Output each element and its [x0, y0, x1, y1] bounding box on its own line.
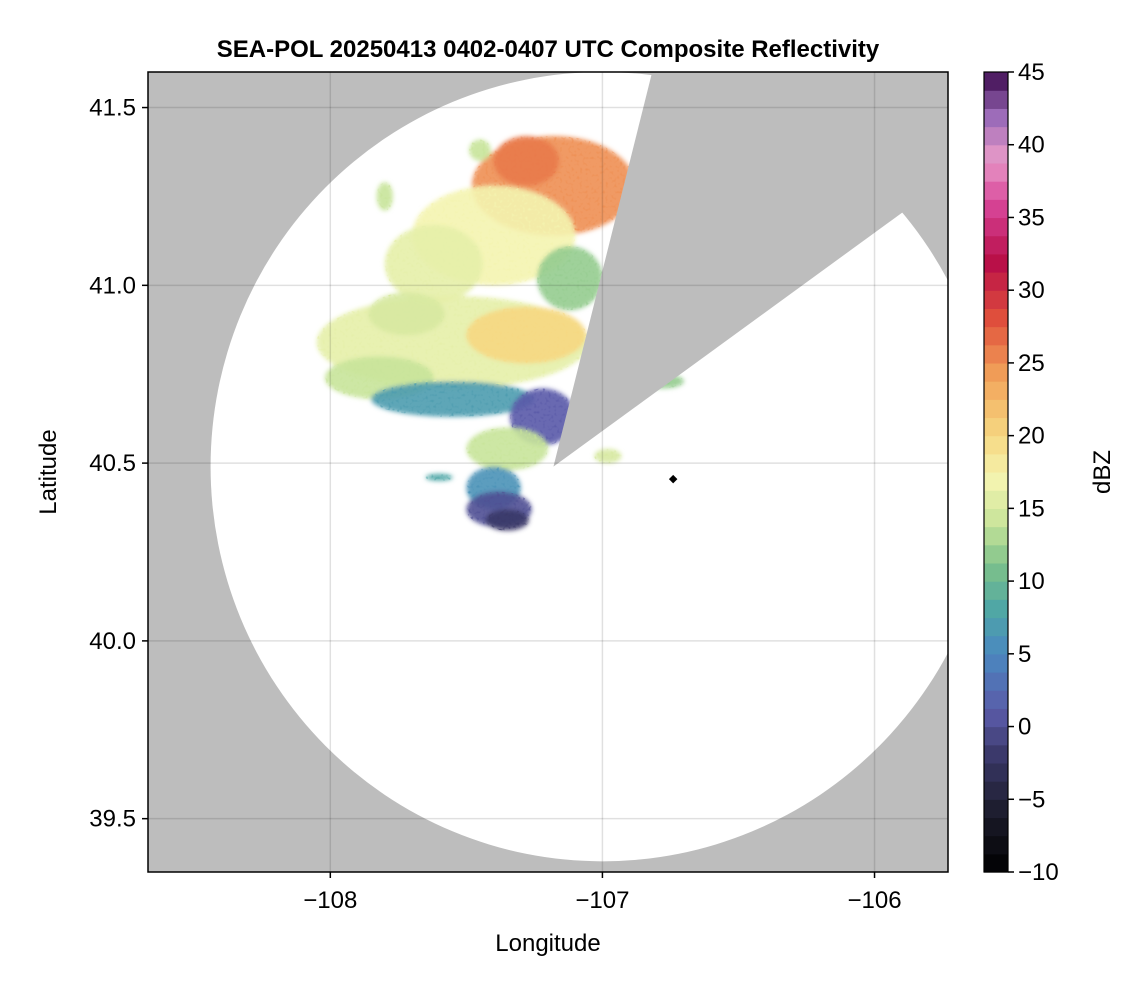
colorbar-tick-label: 45: [1018, 59, 1045, 86]
echo-region: [368, 292, 445, 336]
colorbar-tick-label: 40: [1018, 132, 1045, 159]
echo-region: [384, 224, 483, 304]
echo-region: [466, 427, 548, 471]
colorbar-tick-label: 30: [1018, 277, 1045, 304]
colorbar-segment: [984, 708, 1008, 728]
colorbar-segment: [984, 181, 1008, 200]
echo-region: [493, 136, 559, 186]
colorbar-segment: [984, 581, 1008, 600]
chart-title: SEA-POL 20250413 0402-0407 UTC Composite…: [217, 36, 880, 63]
plot-area: [148, 72, 948, 872]
x-tick-label: −106: [847, 887, 901, 914]
colorbar-segment: [984, 635, 1008, 655]
colorbar-segment: [984, 690, 1008, 709]
colorbar-segment: [984, 417, 1008, 437]
reflectivity-echoes: [316, 136, 685, 531]
colorbar-tick-label: 35: [1018, 204, 1045, 231]
colorbar-segment: [984, 762, 1008, 782]
x-axis: −108 −107 −106: [303, 872, 902, 914]
echo-region: [466, 306, 587, 364]
colorbar-segment: [984, 126, 1008, 146]
y-tick-label: 40.5: [89, 450, 136, 477]
colorbar-segment: [984, 90, 1008, 109]
colorbar-segment: [984, 435, 1008, 455]
colorbar-tick-label: 10: [1018, 568, 1045, 595]
colorbar-segment: [984, 453, 1008, 473]
plot-frame: [147, 71, 949, 873]
colorbar-segment: [984, 326, 1008, 346]
colorbar-segment: [984, 835, 1008, 855]
colorbar-segment: [984, 672, 1008, 691]
colorbar-segment: [984, 144, 1008, 164]
y-tick-label: 41.0: [89, 272, 136, 299]
colorbar-tick-label: 5: [1018, 641, 1031, 668]
colorbar-tick-label: 20: [1018, 423, 1045, 450]
colorbar-segment: [984, 744, 1008, 764]
colorbar-segment: [984, 562, 1008, 582]
radar-site-marker: [668, 474, 678, 484]
y-axis-label: Latitude: [35, 429, 62, 514]
colorbar-tick-label: −10: [1018, 859, 1059, 886]
echo-region: [469, 139, 491, 161]
colorbar-segment: [984, 217, 1008, 237]
echo-region: [425, 473, 453, 481]
y-axis: 39.5 40.0 40.5 41.0 41.5: [89, 95, 148, 833]
colorbar-segment: [984, 599, 1008, 619]
colorbar-segment: [984, 399, 1008, 419]
colorbar-segment: [984, 362, 1008, 382]
colorbar-segment: [984, 544, 1008, 564]
colorbar-segment: [984, 653, 1008, 673]
colorbar-segment: [984, 490, 1008, 509]
x-tick-label: −107: [575, 887, 629, 914]
colorbar-segment: [984, 199, 1008, 219]
colorbar-tick-label: 15: [1018, 495, 1045, 522]
colorbar-segment: [984, 235, 1008, 255]
colorbar-segment: [984, 108, 1008, 128]
colorbar-segment: [984, 290, 1008, 309]
x-axis-label: Longitude: [495, 930, 600, 957]
colorbar-segment: [984, 381, 1008, 400]
colorbar-tick-label: 25: [1018, 350, 1045, 377]
colorbar-segment: [984, 344, 1008, 364]
y-tick-label: 39.5: [89, 806, 136, 833]
colorbar-tick-label: −5: [1018, 786, 1045, 813]
x-tick-label: −108: [303, 887, 357, 914]
colorbar-frame: [983, 71, 1009, 873]
colorbar-segment: [984, 308, 1008, 328]
gridlines: [148, 72, 948, 872]
colorbar-segment: [984, 817, 1008, 837]
blocked-sector: [553, 72, 948, 467]
colorbar-segment: [984, 472, 1008, 491]
y-tick-label: 40.0: [89, 628, 136, 655]
echo-region: [594, 448, 622, 464]
echo-region: [376, 182, 393, 211]
echo-region: [485, 509, 529, 531]
colorbar-segment: [984, 726, 1008, 746]
colorbar-segment: [984, 853, 1008, 873]
colorbar-segment: [984, 799, 1008, 819]
colorbar-tick-label: 0: [1018, 714, 1031, 741]
colorbar-segment: [984, 72, 1008, 91]
colorbar-segment: [984, 526, 1008, 546]
colorbar-segment: [984, 617, 1008, 637]
colorbar-segment: [984, 253, 1008, 273]
colorbar-segment: [984, 162, 1008, 182]
colorbar: −10 −5 0 5 10 15 20 25 30 35 40 45: [983, 59, 1059, 886]
colorbar-segment: [984, 272, 1008, 291]
colorbar-label: dBZ: [1089, 450, 1116, 494]
y-tick-label: 41.5: [89, 95, 136, 122]
colorbar-segment: [984, 508, 1008, 528]
colorbar-segment: [984, 781, 1008, 800]
echo-region: [537, 246, 603, 311]
echo-region: [371, 381, 535, 417]
